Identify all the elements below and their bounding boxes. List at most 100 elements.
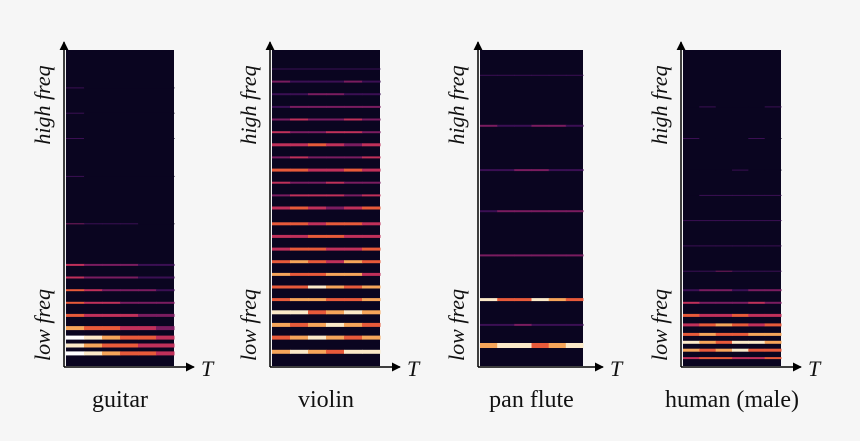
harmonic-band bbox=[683, 194, 700, 196]
harmonic-band bbox=[715, 245, 733, 247]
harmonic-band bbox=[497, 169, 515, 172]
harmonic-band bbox=[715, 323, 733, 327]
harmonic-band bbox=[362, 310, 381, 315]
harmonic-band bbox=[748, 289, 766, 292]
harmonic-band bbox=[344, 260, 363, 264]
harmonic-band bbox=[326, 349, 345, 354]
harmonic-band bbox=[66, 351, 85, 356]
low-freq-label: low freq bbox=[444, 289, 469, 361]
harmonic-band bbox=[344, 181, 363, 184]
harmonic-band bbox=[764, 270, 782, 272]
harmonic-band bbox=[514, 343, 532, 348]
harmonic-band bbox=[290, 143, 309, 147]
harmonic-band bbox=[732, 106, 749, 108]
harmonic-band bbox=[156, 343, 175, 348]
harmonic-band bbox=[120, 175, 139, 177]
harmonic-band bbox=[715, 340, 733, 344]
harmonic-band bbox=[290, 285, 309, 289]
harmonic-band bbox=[715, 220, 733, 222]
harmonic-band bbox=[480, 124, 498, 127]
harmonic-band bbox=[326, 298, 345, 302]
harmonic-band bbox=[480, 323, 498, 326]
harmonic-band bbox=[531, 124, 550, 127]
harmonic-band bbox=[326, 285, 345, 289]
harmonic-band bbox=[497, 343, 515, 348]
harmonic-band bbox=[344, 349, 363, 354]
harmonic-band bbox=[344, 118, 363, 121]
harmonic-band bbox=[66, 289, 85, 292]
harmonic-band bbox=[565, 298, 584, 302]
harmonic-band bbox=[715, 348, 733, 352]
harmonic-band bbox=[156, 351, 175, 356]
harmonic-band bbox=[748, 313, 766, 317]
harmonic-band bbox=[102, 343, 121, 348]
harmonic-band bbox=[102, 112, 121, 114]
harmonic-band bbox=[290, 93, 309, 96]
harmonic-band bbox=[715, 194, 733, 196]
harmonic-band bbox=[748, 270, 766, 272]
harmonic-band bbox=[290, 168, 309, 172]
harmonic-band bbox=[290, 247, 309, 251]
harmonic-band bbox=[84, 223, 103, 225]
harmonic-band bbox=[272, 234, 291, 238]
harmonic-band bbox=[362, 260, 381, 264]
harmonic-band bbox=[699, 270, 717, 272]
harmonic-band bbox=[290, 131, 309, 134]
harmonic-band bbox=[156, 289, 175, 292]
harmonic-band bbox=[272, 349, 291, 354]
harmonic-band bbox=[290, 260, 309, 264]
harmonic-band bbox=[272, 105, 291, 108]
harmonic-band bbox=[699, 313, 717, 317]
harmonic-band bbox=[362, 131, 381, 134]
harmonic-band bbox=[497, 210, 515, 213]
harmonic-band bbox=[764, 332, 782, 336]
harmonic-band bbox=[683, 313, 700, 317]
harmonic-band bbox=[138, 301, 157, 304]
harmonic-band bbox=[138, 263, 157, 266]
harmonic-band bbox=[531, 298, 550, 302]
harmonic-band bbox=[715, 313, 733, 317]
harmonic-band bbox=[102, 223, 121, 225]
harmonic-band bbox=[156, 326, 175, 331]
harmonic-band bbox=[699, 106, 717, 108]
harmonic-band bbox=[683, 301, 700, 304]
harmonic-band bbox=[272, 168, 291, 172]
harmonic-band bbox=[102, 175, 121, 177]
harmonic-band bbox=[120, 112, 139, 114]
harmonic-band bbox=[362, 194, 381, 197]
harmonic-band bbox=[272, 156, 291, 159]
harmonic-band bbox=[531, 169, 550, 172]
harmonic-band bbox=[66, 335, 85, 340]
harmonic-band bbox=[362, 349, 381, 354]
harmonic-band bbox=[715, 289, 733, 292]
harmonic-band bbox=[748, 323, 766, 327]
harmonic-band bbox=[683, 357, 700, 360]
harmonic-band bbox=[290, 206, 309, 210]
harmonic-band bbox=[308, 156, 327, 159]
harmonic-band bbox=[565, 74, 584, 76]
harmonic-band bbox=[344, 93, 363, 96]
harmonic-band bbox=[156, 301, 175, 304]
harmonic-band bbox=[120, 326, 139, 331]
harmonic-band bbox=[120, 301, 139, 304]
harmonic-band bbox=[344, 234, 363, 238]
harmonic-band bbox=[732, 357, 749, 360]
harmonic-band bbox=[156, 335, 175, 340]
harmonic-band bbox=[84, 138, 103, 139]
harmonic-band bbox=[344, 322, 363, 327]
harmonic-band bbox=[362, 118, 381, 121]
harmonic-band bbox=[290, 68, 309, 70]
harmonic-band bbox=[290, 194, 309, 197]
harmonic-band bbox=[748, 301, 766, 304]
harmonic-band bbox=[344, 206, 363, 210]
harmonic-band bbox=[480, 74, 498, 76]
harmonic-band bbox=[715, 138, 733, 139]
harmonic-band bbox=[344, 156, 363, 159]
instrument-caption: violin bbox=[298, 387, 354, 413]
harmonic-band bbox=[326, 156, 345, 159]
harmonic-band bbox=[732, 194, 749, 196]
harmonic-band bbox=[699, 301, 717, 304]
